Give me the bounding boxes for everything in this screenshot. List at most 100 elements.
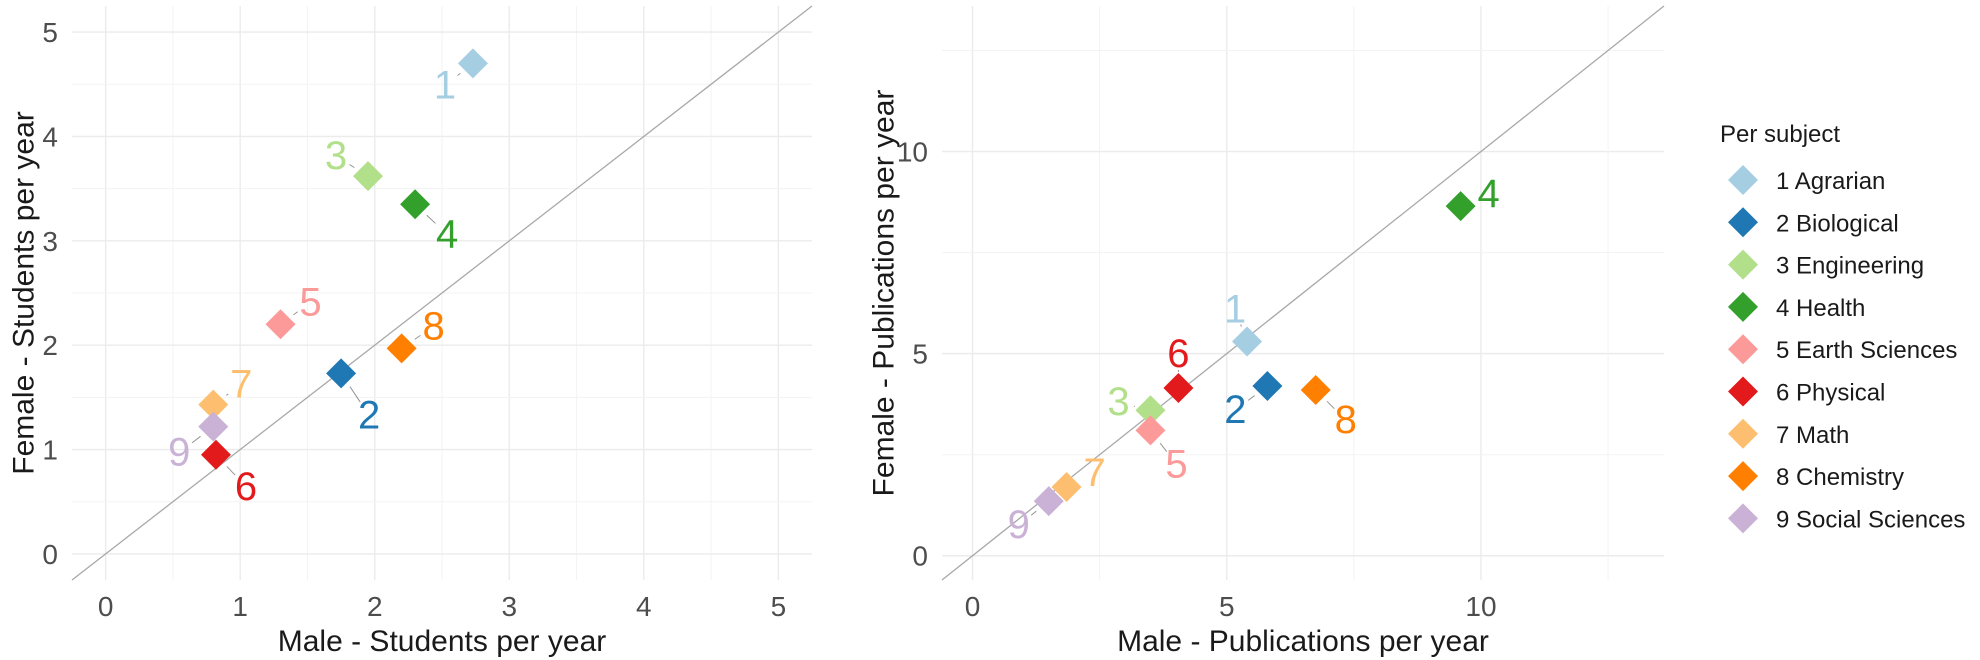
point-6-label: 6 <box>1167 332 1189 376</box>
y-tick-label: 1 <box>42 435 58 466</box>
point-5-label: 5 <box>1165 442 1187 486</box>
point-1-label: 1 <box>1224 288 1246 332</box>
legend-item-1-label: 1 Agrarian <box>1776 168 1885 195</box>
y-tick-label: 0 <box>912 541 928 572</box>
point-2-label: 2 <box>1224 388 1246 432</box>
legend-key-9 <box>1728 503 1758 534</box>
point-7-marker <box>198 389 229 420</box>
point-3-label: 3 <box>1107 380 1129 424</box>
point-8-marker <box>386 333 417 364</box>
point-9-label: 9 <box>168 431 190 475</box>
label-connector-4 <box>426 214 436 224</box>
legend-key-3 <box>1728 249 1758 280</box>
label-connector-2 <box>1247 395 1255 401</box>
point-2-label: 2 <box>358 393 380 437</box>
data-points: 1 2 3 4 5 6 7 8 9 <box>1008 172 1500 547</box>
legend: Per subject 1 Agrarian 2 Biological 3 Engin… <box>1720 121 1965 534</box>
point-8-label: 8 <box>423 304 445 348</box>
legend-key-5 <box>1728 334 1758 365</box>
legend-item-4-label: 4 Health <box>1776 295 1865 322</box>
students-scatter-panel: 0 1 2 3 4 5 0 1 2 3 4 5 Male - Students per year Fema… <box>8 5 813 658</box>
label-connector-9 <box>1030 510 1037 516</box>
legend-key-4 <box>1728 291 1758 322</box>
y-tick-label: 4 <box>42 121 58 152</box>
x-tick-label: 0 <box>98 591 114 622</box>
point-3-label: 3 <box>325 134 347 178</box>
point-9-marker <box>1033 486 1064 517</box>
y-tick-label: 5 <box>42 17 58 48</box>
y-tick-label: 0 <box>42 539 58 570</box>
label-connector-1 <box>457 72 461 76</box>
point-7-label: 7 <box>1083 451 1105 495</box>
point-6-label: 6 <box>235 465 257 509</box>
legend-key-2 <box>1728 207 1758 238</box>
identity-reference-line <box>71 5 813 581</box>
y-axis-title: Female - Publications per year <box>868 90 901 497</box>
x-tick-label: 1 <box>232 591 248 622</box>
point-6-marker <box>1163 372 1194 403</box>
legend-item-5-label: 5 Earth Sciences <box>1776 337 1957 364</box>
label-connector-1 <box>1240 324 1242 327</box>
point-8-label: 8 <box>1335 398 1357 442</box>
label-connector-7 <box>226 393 229 396</box>
legend-key-1 <box>1728 165 1758 195</box>
point-7-marker <box>1051 472 1082 503</box>
x-tick-label: 0 <box>965 591 981 622</box>
y-tick-label: 3 <box>42 226 58 257</box>
point-4-label: 4 <box>436 212 458 256</box>
label-connector-3 <box>349 164 355 169</box>
point-3-marker <box>1135 395 1166 426</box>
point-5-marker <box>265 309 296 340</box>
point-2-marker <box>1252 370 1283 401</box>
label-connector-5 <box>293 311 298 316</box>
x-tick-label: 2 <box>367 591 383 622</box>
x-tick-label: 4 <box>636 591 652 622</box>
legend-item-8-label: 8 Chemistry <box>1776 464 1904 491</box>
point-4-label: 4 <box>1477 172 1499 216</box>
label-connector-9 <box>191 435 201 444</box>
point-4-marker <box>1445 191 1476 222</box>
legend-item-6-label: 6 Physical <box>1776 380 1885 407</box>
label-connector-8 <box>414 334 421 340</box>
point-9-marker <box>198 411 229 442</box>
point-1-marker <box>1232 326 1263 357</box>
point-5-marker <box>1135 415 1166 446</box>
legend-key-7 <box>1728 418 1758 449</box>
point-5-label: 5 <box>299 280 321 324</box>
y-tick-label: 5 <box>912 339 928 370</box>
y-axis-title: Female - Students per year <box>8 111 41 475</box>
x-axis-title: Male - Publications per year <box>1117 625 1489 658</box>
point-1-marker <box>457 48 488 79</box>
point-2-marker <box>326 358 357 389</box>
x-tick-label: 10 <box>1465 591 1496 622</box>
data-points: 1 2 3 4 5 6 7 8 9 <box>168 48 488 509</box>
y-tick-label: 10 <box>897 137 928 168</box>
point-3-marker <box>353 161 383 192</box>
label-connector-8 <box>1326 400 1335 410</box>
legend-key-6 <box>1728 376 1758 407</box>
point-6-marker <box>200 439 231 470</box>
legend-item-7-label: 7 Math <box>1776 422 1849 449</box>
x-axis-title: Male - Students per year <box>278 625 607 658</box>
y-tick-label: 2 <box>42 330 58 361</box>
point-8-marker <box>1300 375 1331 406</box>
x-tick-label: 5 <box>1219 591 1235 622</box>
point-4-marker <box>400 189 431 220</box>
legend-item-2-label: 2 Biological <box>1776 210 1899 237</box>
legend-key-8 <box>1728 461 1758 492</box>
label-connector-5 <box>1159 442 1168 453</box>
legend-title: Per subject <box>1720 121 1840 148</box>
point-7-label: 7 <box>230 363 252 407</box>
grid <box>942 6 1664 580</box>
label-connector-6 <box>226 466 236 476</box>
x-tick-label: 5 <box>771 591 787 622</box>
point-1-label: 1 <box>434 63 456 107</box>
legend-item-3-label: 3 Engineering <box>1776 253 1924 280</box>
x-tick-label: 3 <box>501 591 517 622</box>
label-connector-2 <box>349 386 361 403</box>
grid <box>72 6 812 580</box>
legend-item-9-label: 9 Social Sciences <box>1776 506 1965 533</box>
point-9-label: 9 <box>1008 503 1030 547</box>
